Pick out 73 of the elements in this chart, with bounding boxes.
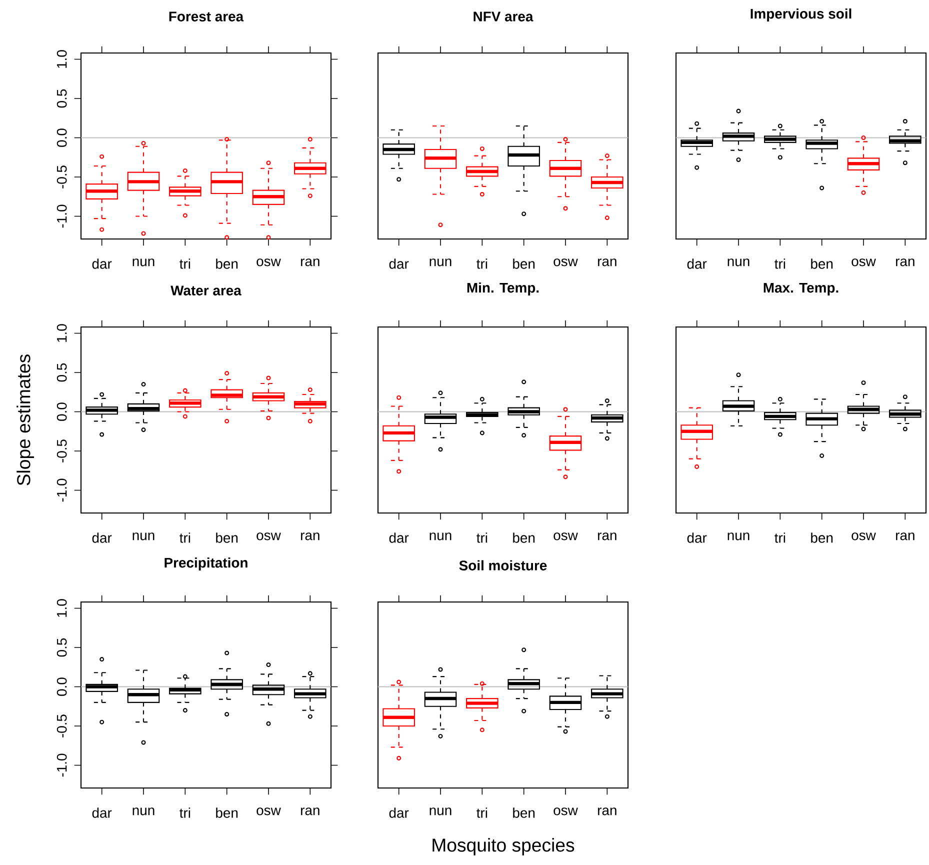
x-tick-label: dar xyxy=(92,258,112,269)
x-tick-label: tri xyxy=(476,532,488,543)
x-tick-label: ran xyxy=(301,808,320,816)
x-tick-label: ran xyxy=(598,532,616,540)
x-tick-label: dar xyxy=(92,532,112,543)
y-tick-label: -0.5 xyxy=(56,440,67,462)
x-tick-label: ben xyxy=(513,532,535,543)
x-tick-label: ben xyxy=(216,532,238,543)
y-tick-label: -1.0 xyxy=(56,204,67,228)
y-tick-label: 1.0 xyxy=(56,50,67,68)
y-tick-label: 0.5 xyxy=(56,638,67,657)
y-tick-label: -1.0 xyxy=(56,478,67,502)
x-tick-label: osw xyxy=(256,532,281,540)
y-tick-label: 0.0 xyxy=(56,128,67,147)
y-tick-label: 0.5 xyxy=(56,89,67,108)
x-tick-label: dar xyxy=(389,532,409,543)
x-tick-label: ben xyxy=(513,258,535,269)
chart-title: NFV area xyxy=(474,12,534,22)
y-tick-label: 0.0 xyxy=(56,678,67,696)
y-tick-label: 0.5 xyxy=(56,363,67,382)
x-tick-label: nun xyxy=(430,258,452,266)
x-tick-label: osw xyxy=(554,258,578,266)
x-tick-label: nun xyxy=(728,532,750,540)
chart-title: Precipitation xyxy=(164,557,248,570)
x-tick-label: nun xyxy=(728,258,750,266)
x-tick-label: nun xyxy=(132,532,154,540)
x-tick-label: osw xyxy=(256,258,281,266)
y-tick-label: -0.5 xyxy=(56,714,67,738)
y-tick-label: -0.5 xyxy=(56,166,67,188)
x-tick-label: ran xyxy=(598,258,616,266)
x-tick-label: tri xyxy=(180,258,190,269)
x-tick-label: ran xyxy=(598,808,616,816)
x-tick-label: dar xyxy=(389,808,409,818)
x-tick-label: osw xyxy=(256,808,281,816)
chart-title: Min. Temp. xyxy=(467,282,539,296)
chart-title: Max. Temp. xyxy=(764,282,838,296)
x-tick-label: dar xyxy=(687,258,707,269)
x-tick-label: ben xyxy=(216,258,238,269)
x-tick-label: ran xyxy=(301,258,320,266)
x-axis-title: Mosquito species xyxy=(432,838,574,856)
y-tick-label: 1.0 xyxy=(56,599,67,617)
x-tick-label: nun xyxy=(132,258,154,266)
x-tick-label: ben xyxy=(811,532,833,543)
x-tick-label: ben xyxy=(513,808,535,818)
x-tick-label: osw xyxy=(852,532,876,540)
x-tick-label: dar xyxy=(389,258,409,269)
x-tick-label: osw xyxy=(554,532,578,540)
x-tick-label: osw xyxy=(554,808,578,816)
chart-title: Water area xyxy=(170,286,242,296)
x-tick-label: nun xyxy=(132,808,154,816)
x-tick-label: ran xyxy=(896,258,914,266)
x-tick-label: ran xyxy=(896,532,914,540)
y-tick-label: -1.0 xyxy=(56,754,67,777)
x-tick-label: tri xyxy=(774,258,786,269)
chart-title: Forest area xyxy=(169,12,244,22)
y-axis-title: Slope estimates xyxy=(16,354,34,486)
chart-title: Soil moisture xyxy=(459,560,547,570)
chart-title: Impervious soil xyxy=(750,8,852,22)
x-tick-label: dar xyxy=(687,532,707,543)
y-tick-label: 1.0 xyxy=(56,324,67,342)
x-tick-label: nun xyxy=(430,808,452,816)
y-tick-label: 0.0 xyxy=(56,402,67,421)
x-tick-label: tri xyxy=(476,258,488,269)
x-tick-label: tri xyxy=(180,532,190,543)
x-tick-label: nun xyxy=(430,532,452,540)
x-tick-label: tri xyxy=(476,808,488,818)
x-tick-label: ben xyxy=(811,258,833,269)
x-tick-label: tri xyxy=(180,808,190,818)
x-tick-label: ran xyxy=(301,532,320,540)
x-tick-label: tri xyxy=(774,532,786,543)
x-tick-label: dar xyxy=(92,808,112,818)
x-tick-label: osw xyxy=(852,258,876,266)
x-tick-label: ben xyxy=(216,808,238,818)
